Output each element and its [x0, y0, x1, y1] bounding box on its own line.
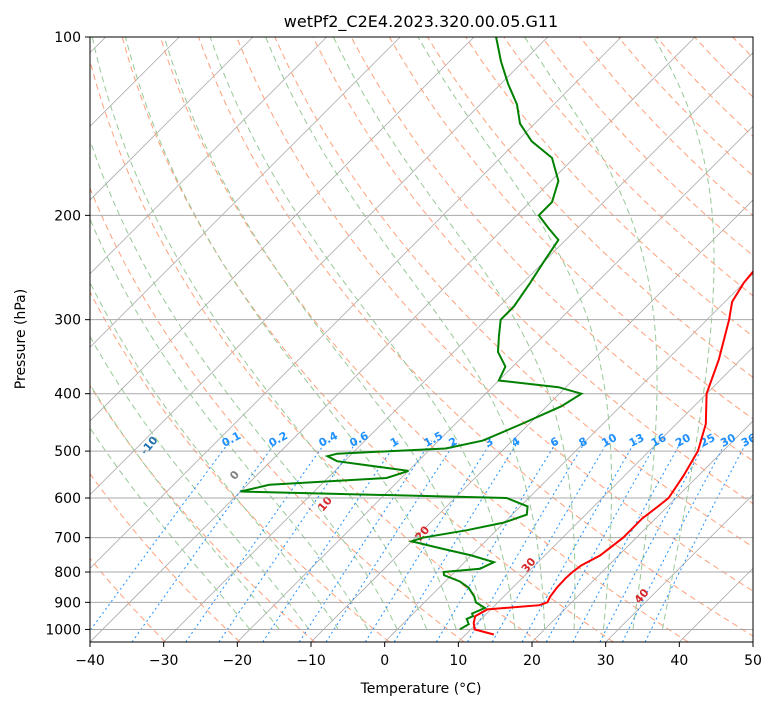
mixing-ratio-label: 13	[627, 431, 647, 450]
mixing-ratio-line	[90, 440, 231, 632]
mixing-ratio-line	[298, 440, 432, 642]
moist-adiabat	[90, 383, 280, 630]
mixing-ratio-line	[393, 440, 520, 642]
x-tick-label: −10	[296, 653, 326, 669]
x-tick-label: 50	[744, 653, 762, 669]
dry-adiabat	[90, 384, 316, 642]
y-tick-label: 200	[54, 208, 81, 224]
mixing-ratio-line	[572, 440, 683, 642]
x-tick-label: 0	[380, 653, 389, 669]
mixing-ratio-label: 20	[673, 431, 693, 450]
isotherm-line	[90, 37, 475, 422]
y-tick-label: 400	[54, 387, 81, 403]
y-tick-label: 700	[54, 531, 81, 547]
moist-adiabat	[90, 281, 339, 630]
moist-adiabat	[524, 37, 658, 630]
mixing-ratio-line	[435, 440, 558, 642]
moist-adiabat	[90, 427, 251, 630]
moist-adiabat	[90, 217, 369, 630]
dry-adiabat	[159, 37, 689, 642]
y-tick-label: 100	[54, 30, 81, 46]
dry-adiabat	[121, 37, 614, 642]
chart-title: wetPf2_C2E4.2023.320.00.05.G11	[284, 12, 558, 32]
moist-adiabat	[265, 37, 546, 630]
x-axis-label: Temperature (°C)	[360, 681, 482, 697]
x-tick-label: −30	[149, 653, 179, 669]
temperature-profile	[472, 270, 753, 636]
dry-adiabat	[350, 37, 753, 462]
moist-adiabat	[90, 335, 310, 630]
moist-adiabat	[91, 37, 428, 630]
dry-adiabat	[274, 37, 753, 548]
axis-ticks: −40 −30 −20 −10 0 10 20 30 40 50 100 200 300 400 500 60…	[45, 30, 762, 669]
plot-frame	[89, 36, 754, 643]
moist-adiabat	[90, 138, 398, 630]
dry-adiabat	[426, 37, 753, 378]
plot-area: 0.10.20.40.611.52346810131620253036-100-…	[90, 37, 759, 642]
y-tick-label: 800	[54, 565, 81, 581]
moist-adiabat	[332, 37, 576, 630]
isotherm-line	[163, 52, 753, 642]
mixing-ratio-line	[599, 440, 707, 642]
mixing-ratio-line	[364, 440, 493, 642]
y-tick-label: 300	[54, 313, 81, 329]
moist-adiabat	[209, 37, 516, 630]
mixing-ratio-label: 10	[599, 431, 619, 450]
x-tick-label: 40	[670, 653, 688, 669]
mixing-ratio-line	[545, 440, 659, 642]
mixing-ratio-label: 30	[718, 431, 738, 450]
moist-adiabat	[653, 37, 715, 630]
dry-adiabat	[90, 186, 465, 642]
mixing-ratio-line	[325, 440, 457, 642]
dry-adiabat	[90, 472, 241, 642]
y-tick-label: 1000	[45, 622, 81, 638]
dry-adiabat	[236, 37, 753, 592]
isotherm-line	[90, 37, 548, 496]
dewpoint-profile	[240, 37, 584, 631]
x-tick-label: −40	[75, 653, 105, 669]
isotherm-line	[90, 37, 401, 348]
mixing-ratio-line	[262, 440, 399, 642]
x-tick-label: 10	[449, 653, 467, 669]
mixing-ratio-line	[621, 440, 728, 642]
dry-adiabat	[312, 37, 753, 505]
isotherm-line	[90, 37, 622, 569]
dry-adiabat	[90, 59, 540, 642]
mixing-ratio-line	[644, 440, 748, 642]
mixing-ratio-label: 36	[739, 431, 759, 450]
dry-adiabat	[503, 37, 753, 297]
dry-adiabat	[198, 37, 753, 637]
isotherm-line	[384, 273, 753, 642]
isotherm-line	[458, 346, 753, 642]
y-tick-label: 600	[54, 491, 81, 507]
moist-adiabat	[163, 37, 487, 630]
moist-adiabat	[125, 37, 457, 630]
x-tick-label: −20	[223, 653, 253, 669]
mixing-ratio-label: 16	[649, 431, 669, 450]
y-tick-label: 500	[54, 444, 81, 460]
moist-adiabat	[417, 37, 612, 630]
isotherm-line	[90, 37, 254, 201]
dry-adiabat	[90, 291, 390, 642]
x-tick-label: 30	[597, 653, 615, 669]
dry-adiabat	[388, 37, 753, 420]
isotherm-line	[237, 125, 753, 642]
isotherm-line	[605, 494, 753, 642]
isotherm-line	[531, 420, 753, 642]
dry-adiabat	[465, 37, 753, 338]
y-axis-label: Pressure (hPa)	[13, 289, 29, 389]
isotherm-line	[90, 37, 696, 642]
mixing-ratio-line	[131, 440, 278, 642]
y-tick-label: 900	[54, 595, 81, 611]
isotherm-line	[90, 37, 327, 275]
x-tick-label: 20	[523, 653, 541, 669]
